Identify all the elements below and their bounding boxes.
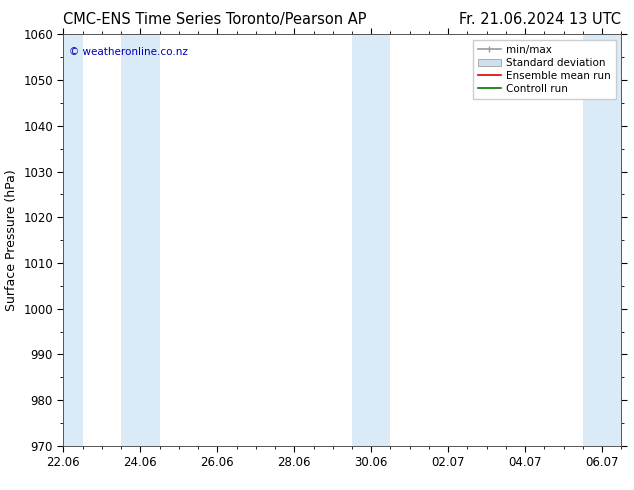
- Y-axis label: Surface Pressure (hPa): Surface Pressure (hPa): [4, 169, 18, 311]
- Bar: [352, 34, 391, 446]
- Bar: [121, 34, 160, 446]
- Text: CMC-ENS Time Series Toronto/Pearson AP: CMC-ENS Time Series Toronto/Pearson AP: [63, 12, 367, 27]
- Legend: min/max, Standard deviation, Ensemble mean run, Controll run: min/max, Standard deviation, Ensemble me…: [473, 40, 616, 99]
- Text: Fr. 21.06.2024 13 UTC: Fr. 21.06.2024 13 UTC: [459, 12, 621, 27]
- Text: © weatheronline.co.nz: © weatheronline.co.nz: [69, 47, 188, 57]
- Bar: [63, 34, 82, 446]
- Bar: [583, 34, 621, 446]
